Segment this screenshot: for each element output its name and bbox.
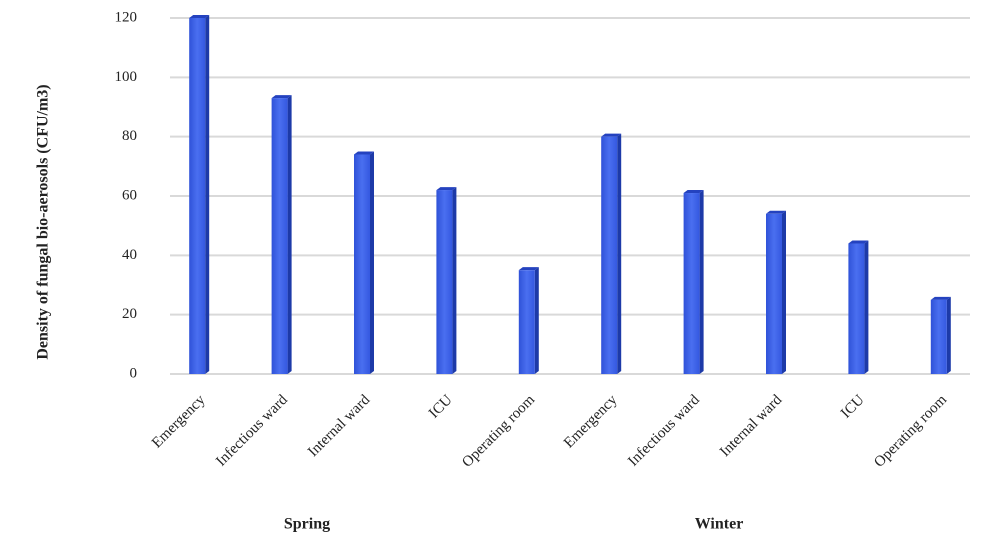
x-tick-label: Emergency [149,392,209,452]
bar-top [930,296,951,300]
bar-side [205,15,210,374]
y-tick-label: 40 [122,247,137,263]
bar-side [946,296,951,374]
bar-side [699,190,704,374]
bar [766,213,782,374]
bar-top [436,187,457,191]
y-tick-label: 80 [122,128,137,144]
bar-top [848,240,869,244]
x-tick-label: Infectious ward [213,392,291,470]
bar [436,190,453,374]
bar [601,136,618,374]
y-tick-label: 100 [115,69,138,85]
y-tick-label: 120 [115,9,138,25]
x-tick-label: Emergency [561,392,621,452]
y-tick-label: 20 [122,306,137,322]
bar-top [354,151,374,155]
bar-top [271,95,292,99]
bar-side [370,151,374,374]
bar-top [189,15,210,18]
bar-top [601,133,622,137]
group-label: Winter [695,516,744,533]
bar [930,299,947,374]
x-tick-label: Operating room [871,392,950,471]
bar-side [452,187,457,374]
bar [683,193,700,374]
bar-side [864,240,869,374]
bar [354,154,370,374]
y-tick-label: 60 [122,187,137,203]
bar-side [782,210,786,374]
x-tick-label: Infectious ward [625,392,703,470]
y-tick-label: 0 [130,365,138,381]
bar-side [534,267,539,374]
x-tick-label: ICU [426,392,456,422]
bar-top [683,190,704,194]
x-tick-label: Operating room [459,392,538,471]
y-axis-title: Density of fungal bio-aerosols (CFU/m3) [35,84,52,359]
bar-side [617,133,622,374]
bar [271,98,288,374]
bar [848,243,865,374]
x-tick-label: Internal ward [717,392,786,461]
bar-side [287,95,292,374]
group-label: Spring [284,516,330,533]
bar [518,270,535,374]
bar [189,18,206,374]
x-tick-label: ICU [838,392,868,422]
x-tick-label: Internal ward [305,392,374,461]
bar-top [518,267,539,271]
bar-top [766,210,786,214]
